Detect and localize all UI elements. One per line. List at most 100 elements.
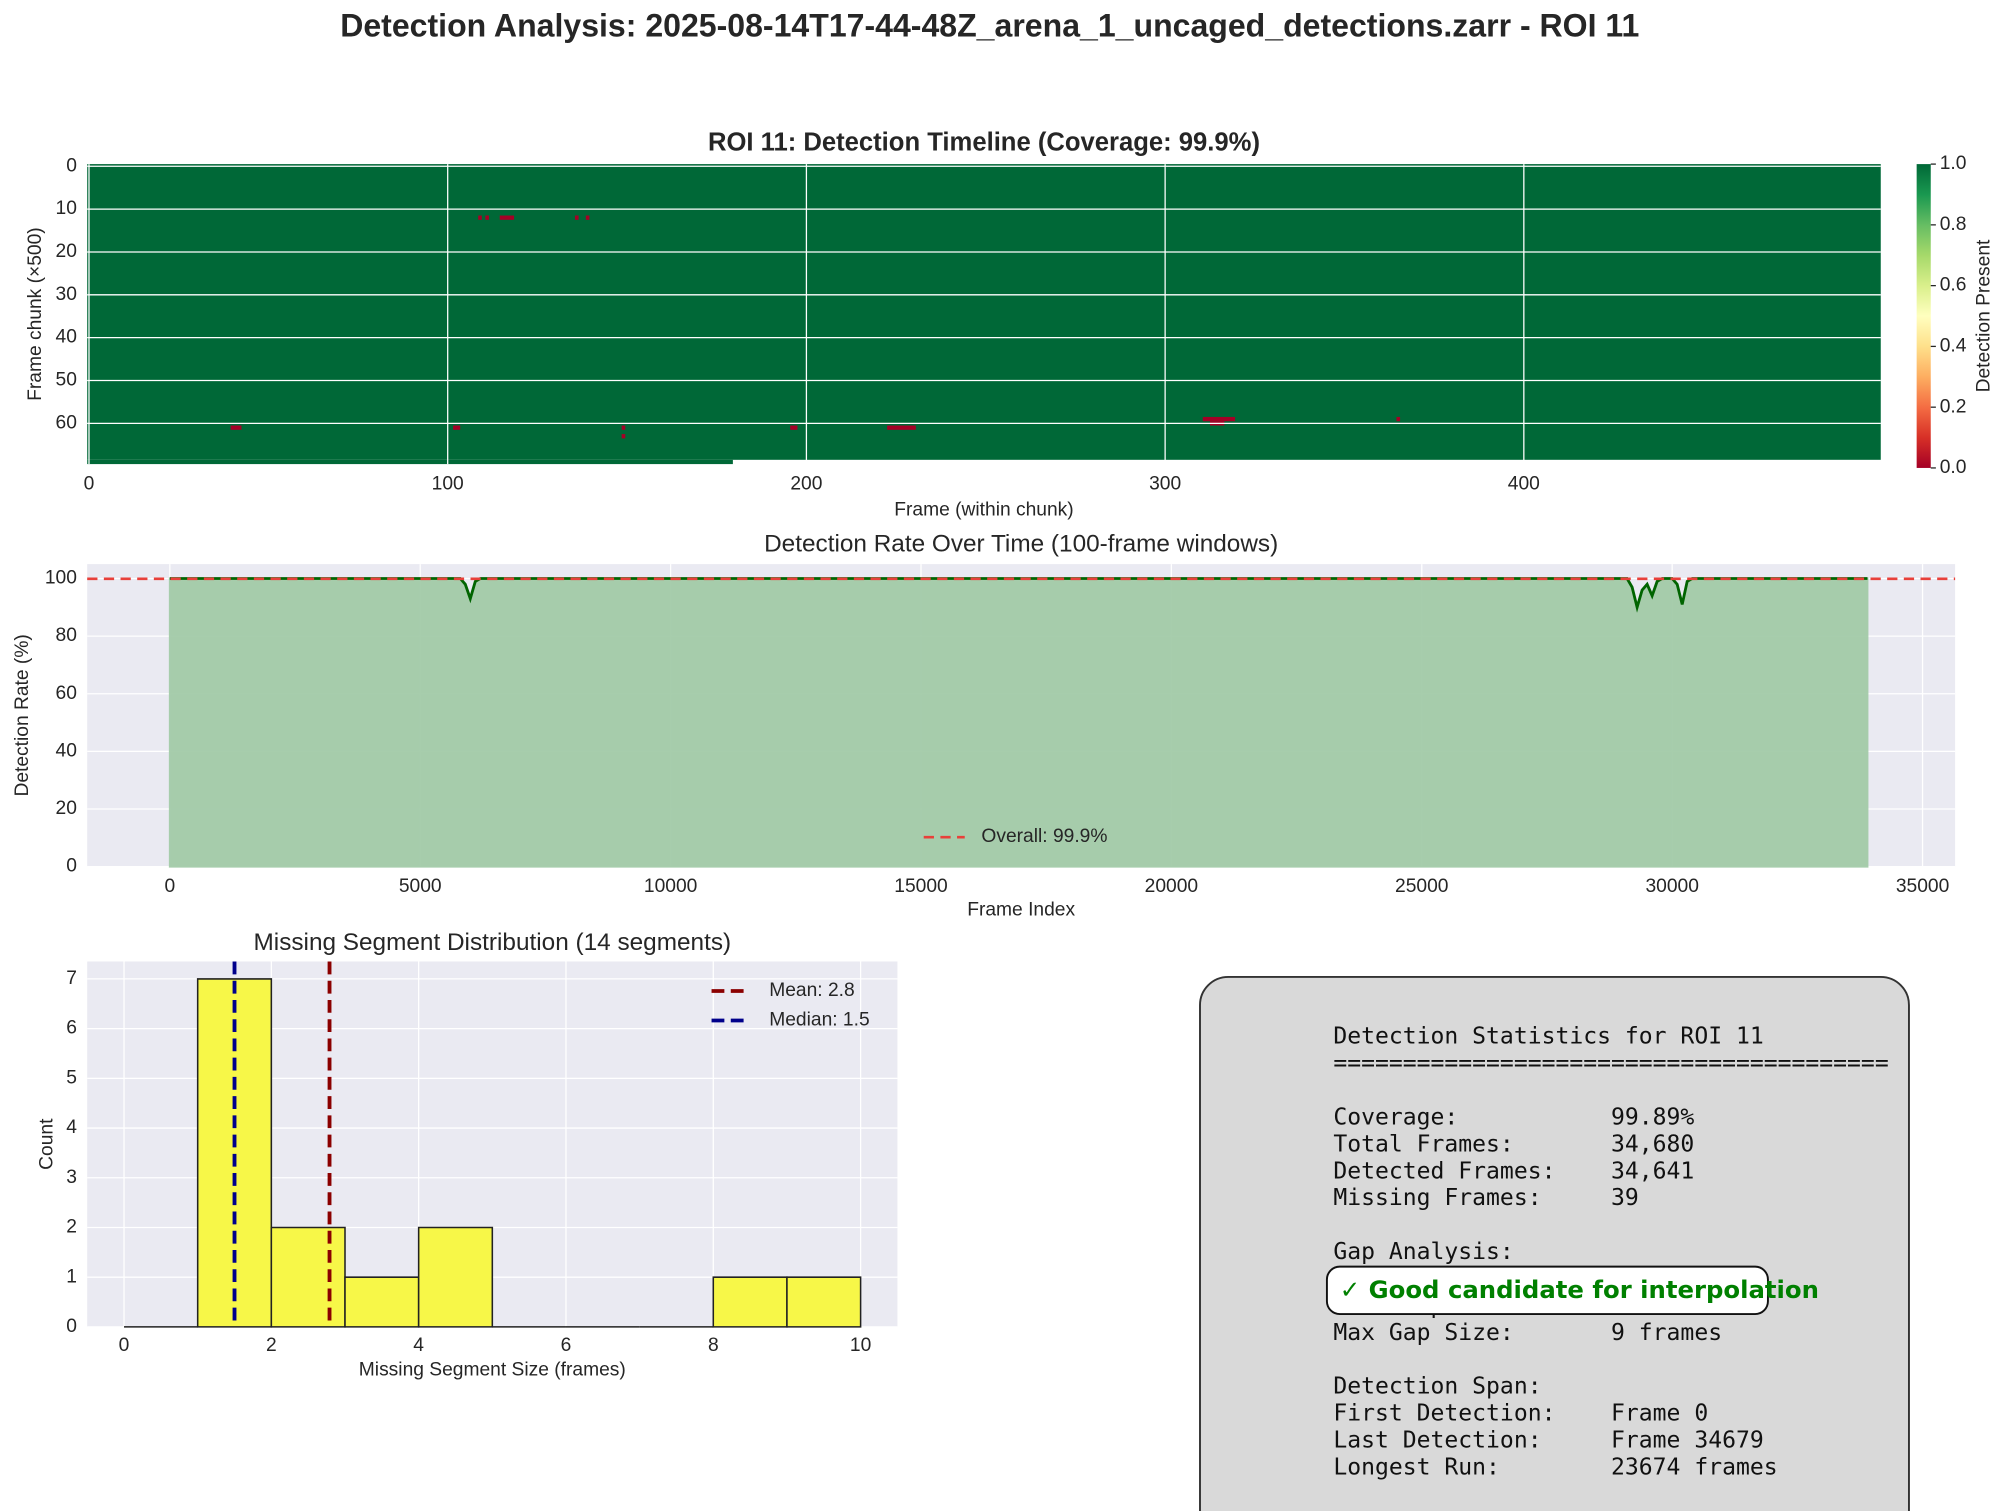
y-axis-label: Frame chunk (×500)	[25, 227, 46, 401]
histogram-bar	[417, 1226, 494, 1328]
missing-segment	[478, 215, 482, 220]
x-tick-label: 15000	[894, 876, 947, 897]
x-tick-label: 2	[266, 1335, 277, 1356]
y-tick-label: 40	[56, 327, 77, 348]
x-tick-label: 10000	[644, 876, 697, 897]
colorbar-tick-label: 0.0	[1940, 457, 1967, 478]
stats-line: Longest Run: 23674 frames	[1333, 1454, 1777, 1480]
x-axis-label: Missing Segment Size (frames)	[359, 1360, 626, 1381]
colorbar-tick-label: 0.4	[1940, 335, 1967, 356]
missing-segment	[887, 425, 916, 430]
x-tick-label: 200	[790, 474, 822, 495]
missing-segment	[790, 425, 798, 430]
missing-segment	[230, 425, 242, 430]
stats-line: Coverage: 99.89%	[1333, 1104, 1694, 1130]
detected-cells	[87, 164, 1881, 460]
x-tick-label: 25000	[1395, 876, 1448, 897]
colorbar-tick-label: 0.2	[1940, 396, 1967, 417]
y-tick-label: 3	[66, 1167, 77, 1188]
x-tick-label: 35000	[1896, 876, 1949, 897]
stats-line: ========================================	[1333, 1051, 1888, 1077]
figure-title: Detection Analysis: 2025-08-14T17-44-48Z…	[340, 8, 1639, 44]
y-tick-label: 20	[56, 241, 77, 262]
y-tick-label: 50	[56, 370, 77, 391]
missing-segment	[1396, 416, 1401, 422]
x-tick-label: 400	[1508, 474, 1540, 495]
detected-cells-partial	[87, 459, 733, 465]
colorbar-tick-label: 1.0	[1940, 153, 1967, 174]
chart-title: Detection Rate Over Time (100-frame wind…	[764, 530, 1278, 557]
x-tick-label: 8	[708, 1335, 719, 1356]
y-tick-label: 7	[66, 968, 77, 989]
y-tick-label: 0	[66, 1316, 77, 1337]
stats-line: Total Frames: 34,680	[1333, 1131, 1694, 1157]
badge-text: ✓ Good candidate for interpolation	[1340, 1275, 1819, 1304]
missing-segment	[499, 215, 515, 220]
badge-box	[1325, 1265, 1769, 1316]
y-tick-label: 0	[66, 155, 77, 176]
x-tick-label: 20000	[1145, 876, 1198, 897]
x-tick-label: 4	[413, 1335, 424, 1356]
chart-title: Missing Segment Distribution (14 segment…	[254, 929, 732, 956]
stats-box	[1199, 975, 1910, 1511]
colorbar	[1916, 164, 1931, 468]
y-tick-label: 100	[45, 568, 77, 589]
y-tick-label: 80	[56, 625, 77, 646]
histogram-bar	[270, 1226, 346, 1328]
y-tick-label: 60	[56, 412, 77, 433]
colorbar-tick-label: 0.8	[1940, 214, 1967, 235]
missing-segment	[621, 425, 626, 430]
chart-title: ROI 11: Detection Timeline (Coverage: 99…	[708, 128, 1260, 156]
histogram-bar	[786, 1276, 862, 1328]
legend-label: Median: 1.5	[769, 1010, 869, 1031]
missing-segment	[1202, 416, 1236, 422]
y-tick-label: 30	[56, 284, 77, 305]
stats-line: Gap Analysis:	[1333, 1239, 1514, 1265]
colorbar-label: Detection Present	[1974, 239, 1995, 392]
missing-segment	[585, 215, 590, 220]
y-tick-label: 1	[66, 1266, 77, 1287]
histogram-bar	[196, 978, 273, 1328]
stats-line: Detection Statistics for ROI 11	[1333, 1024, 1763, 1050]
x-tick-label: 0	[84, 474, 95, 495]
x-tick-label: 0	[119, 1335, 130, 1356]
x-tick-label: 0	[164, 876, 175, 897]
x-tick-label: 5000	[399, 876, 442, 897]
x-tick-label: 300	[1149, 474, 1181, 495]
stats-line: Max Gap Size: 9 frames	[1333, 1320, 1722, 1346]
area	[168, 577, 1869, 868]
x-tick-label: 100	[432, 474, 464, 495]
stats-line: Missing Frames: 39	[1333, 1185, 1638, 1211]
x-tick-label: 30000	[1645, 876, 1698, 897]
histogram-bar	[712, 1276, 788, 1328]
y-tick-label: 2	[66, 1217, 77, 1238]
y-tick-label: 10	[56, 198, 77, 219]
missing-segment	[453, 425, 461, 430]
legend-label: Overall: 99.9%	[981, 826, 1107, 847]
y-tick-label: 4	[66, 1117, 77, 1138]
missing-segment	[575, 215, 579, 220]
line	[169, 577, 1868, 613]
x-tick-label: 10	[850, 1335, 871, 1356]
y-tick-label: 6	[66, 1018, 77, 1039]
y-axis-label: Count	[37, 1118, 58, 1170]
y-tick-label: 20	[56, 798, 77, 819]
stats-line: Detected Frames: 34,641	[1333, 1158, 1694, 1184]
legend-label: Mean: 2.8	[769, 980, 854, 1001]
histogram-bar	[344, 1276, 420, 1328]
colorbar-tick-label: 0.6	[1940, 275, 1967, 296]
missing-segment	[621, 434, 626, 439]
stats-line: First Detection: Frame 0	[1333, 1401, 1708, 1427]
x-axis-label: Frame Index	[967, 899, 1075, 920]
y-tick-label: 0	[66, 856, 77, 877]
y-axis-label: Detection Rate (%)	[12, 634, 33, 796]
x-axis-label: Frame (within chunk)	[894, 499, 1073, 520]
y-tick-label: 40	[56, 740, 77, 761]
stats-line: Last Detection: Frame 34679	[1333, 1428, 1763, 1454]
missing-segment	[485, 215, 489, 220]
y-tick-label: 60	[56, 683, 77, 704]
x-tick-label: 6	[561, 1335, 572, 1356]
stats-line: Detection Span:	[1333, 1374, 1541, 1400]
